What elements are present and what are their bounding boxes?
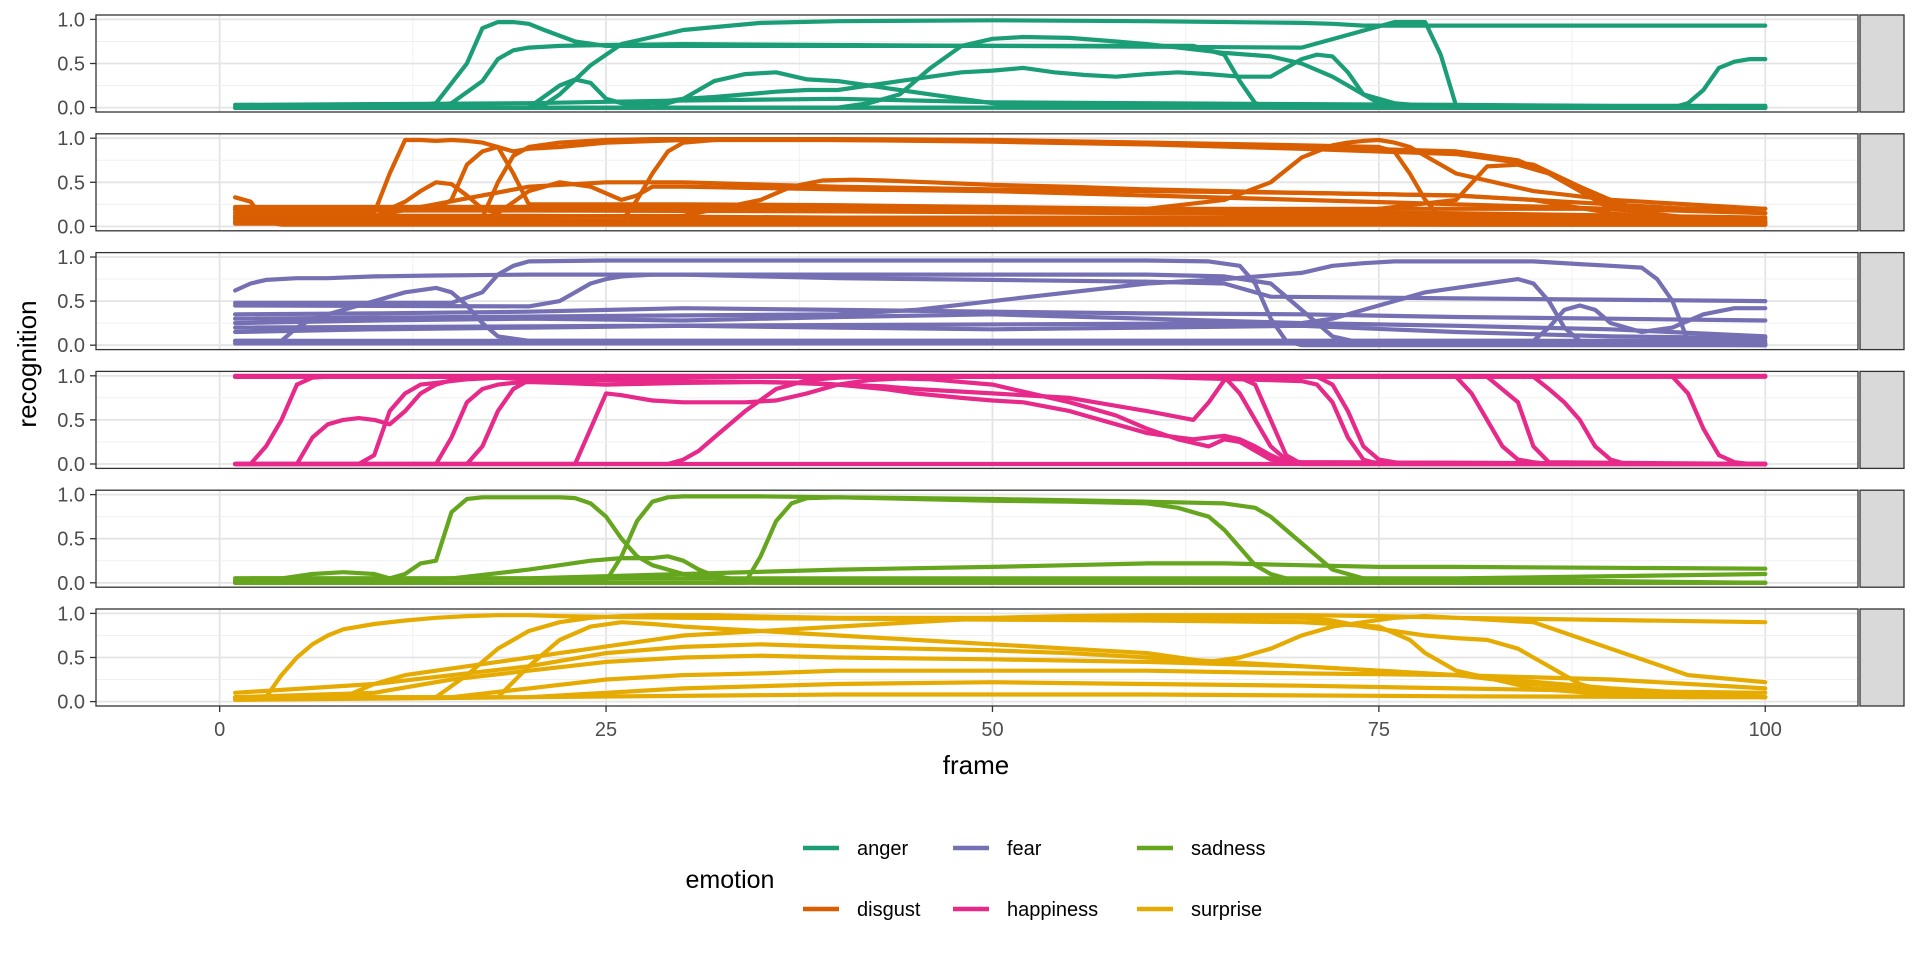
series-line-anger [233,18,1768,110]
facet-strip [1859,370,1905,470]
panel-lines [233,613,1768,702]
y-tick-label: 1.0 [57,247,85,269]
panel-fear: 0.00.51.0fear [57,247,1905,357]
facet-strip [1859,133,1905,232]
panel-lines [233,373,1768,467]
panel-lines [233,494,1768,585]
facet-strip [1859,14,1905,113]
facet-strip [1859,608,1905,707]
legend-label: surprise [1191,899,1262,921]
series-line-anger [233,96,1768,108]
legend-label: happiness [1007,899,1098,921]
y-tick-label: 1.0 [57,366,85,388]
series-line-disgust [233,221,1768,227]
x-tick-label: 50 [981,719,1003,741]
y-tick-label: 0.0 [57,692,85,714]
legend-item-sadness: sadness [1137,838,1266,860]
series-line-sadness [233,495,1768,585]
y-tick-label: 1.0 [57,603,85,625]
legend-title: emotion [686,866,775,894]
series-line-fear [233,277,1768,346]
series-line-fear [233,312,1768,339]
legend-label: sadness [1191,838,1266,860]
series-line-surprise [233,642,1768,700]
series-line-fear [233,259,1768,346]
panel-anger: 0.00.51.0anger [57,9,1905,120]
y-tick-label: 0.0 [57,216,85,238]
series-line-surprise [233,692,1768,702]
y-tick-label: 1.0 [57,128,85,150]
y-axis-title: recognition [12,300,42,427]
y-tick-label: 1.0 [57,485,85,507]
series-line-happiness [233,374,1768,467]
legend: emotion anger disgust fear happiness sadness… [686,838,1266,921]
y-tick-label: 0.5 [57,54,85,76]
panel-surprise: 0.00.51.0surprise [57,603,1905,714]
legend-item-surprise: surprise [1137,899,1262,921]
x-tick-label: 25 [595,719,617,741]
series-line-disgust [233,218,1768,225]
facet-strip [1859,251,1905,351]
legend-item-disgust: disgust [803,899,921,921]
y-tick-label: 0.5 [57,172,85,194]
legend-item-happiness: happiness [953,899,1098,921]
series-line-disgust [233,204,1768,220]
series-line-happiness [233,374,1768,467]
panel-sadness: 0.00.51.0sadness [57,485,1905,595]
series-line-disgust [233,137,1768,211]
x-tick-label: 0 [214,719,225,741]
panels-layer: 0.00.51.0anger0.00.51.0disgust0.00.51.0f… [57,9,1905,714]
series-line-surprise [233,613,1768,700]
series-line-fear [233,285,1768,343]
panel-lines [233,258,1768,348]
y-tick-label: 0.0 [57,573,85,595]
panel-lines [233,137,1768,227]
series-line-fear [233,258,1768,348]
series-line-anger [233,56,1768,110]
series-line-surprise [233,668,1768,702]
y-tick-label: 0.5 [57,648,85,670]
series-line-surprise [233,680,1768,702]
y-tick-label: 0.5 [57,529,85,551]
y-tick-label: 0.0 [57,454,85,476]
panel-lines [233,18,1768,110]
series-line-anger [233,52,1768,110]
legend-label: disgust [857,899,921,921]
y-tick-label: 0.0 [57,98,85,120]
legend-item-fear: fear [953,838,1042,860]
series-line-surprise [233,613,1768,700]
series-line-surprise [233,613,1768,700]
series-line-fear [233,323,1768,341]
legend-item-anger: anger [803,838,908,860]
panel-happiness: 0.00.51.0happiness [57,366,1905,476]
legend-label: fear [1007,838,1042,860]
series-line-disgust [233,177,1768,220]
series-line-sadness [233,571,1768,581]
series-line-disgust [233,208,1768,222]
series-line-disgust [233,137,1768,216]
x-axis: 0 25 50 75 100 [214,706,1782,741]
panel-disgust: 0.00.51.0disgust [57,128,1905,238]
series-line-happiness [233,374,1768,467]
y-tick-label: 0.0 [57,335,85,357]
x-tick-label: 75 [1368,719,1390,741]
series-line-anger [233,41,1768,110]
legend-label: anger [857,838,908,860]
y-tick-label: 1.0 [57,9,85,31]
y-tick-label: 0.5 [57,291,85,313]
series-line-disgust [233,180,1768,220]
y-tick-label: 0.5 [57,410,85,432]
x-tick-label: 100 [1749,719,1782,741]
facet-strip [1859,489,1905,588]
series-line-disgust [233,213,1768,224]
series-line-fear [233,306,1768,323]
x-axis-title: frame [943,750,1009,780]
